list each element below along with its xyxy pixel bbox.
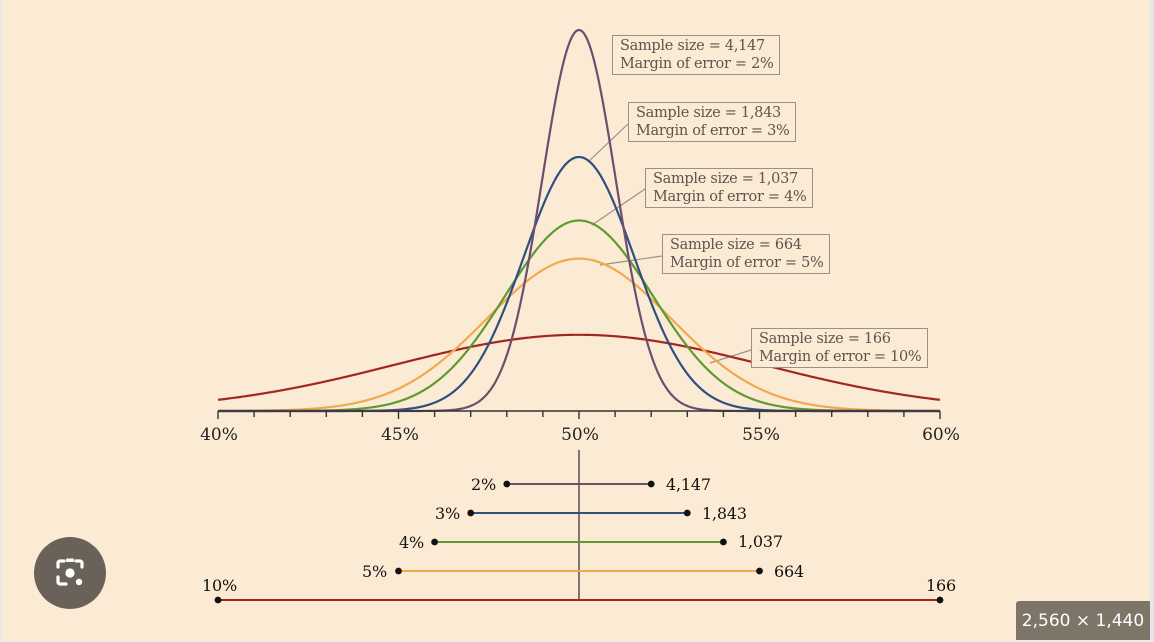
interval-endpoint-dot [467,509,475,517]
interval-endpoint-dot [756,567,763,575]
callout-margin: Margin of error = 10% [759,348,922,365]
callout-margin: Margin of error = 5% [670,254,824,271]
callout-sample-size: Sample size = 4,147 [620,38,765,54]
distribution-curve [217,333,941,401]
callout-sample-size: Sample size = 1,037 [653,171,798,187]
callout-margin: Margin of error = 4% [653,188,807,205]
callout-leader-line [591,188,646,226]
callout-moe-3: Sample size = 1,843 Margin of error = 3% [628,102,797,142]
interval-endpoint-dot [720,538,727,546]
interval-endpoint-dot [214,596,222,604]
x-tick-label: 60% [922,425,960,445]
bar-left-label: 5% [362,562,387,581]
bar-right-label: 664 [774,562,804,581]
callout-sample-size: Sample size = 664 [670,237,802,253]
interval-endpoint-dot [936,596,944,604]
bar-left-label: 4% [399,533,424,552]
distribution-curve [218,257,940,413]
x-tick-label: 40% [200,425,238,445]
callout-moe-5: Sample size = 664 Margin of error = 5% [662,234,831,274]
lens-camera-icon [56,558,84,586]
interval-endpoint-dot [431,538,438,546]
bottom-edge [0,640,1154,642]
distribution-curve [218,219,940,413]
callout-margin: Margin of error = 2% [620,55,774,72]
callout-moe-10: Sample size = 166 Margin of error = 10% [751,328,929,368]
callout-moe-2: Sample size = 4,147 Margin of error = 2% [612,35,781,75]
left-edge [0,0,2,642]
bar-left-label: 2% [471,475,496,494]
x-tick-label: 50% [561,425,599,445]
interval-endpoint-dot [647,480,655,488]
bar-right-label: 1,843 [702,504,747,523]
callout-leader-line [599,255,663,266]
visual-search-lens-button[interactable] [34,537,106,609]
interval-endpoint-dot [503,480,511,488]
interval-endpoint-dot [683,509,691,517]
image-dimensions-badge: 2,560 × 1,440 [1016,601,1150,640]
callout-sample-size: Sample size = 166 [759,331,891,347]
interval-endpoint-dot [395,567,402,575]
bar-right-label: 1,037 [738,532,783,551]
bar-left-label: 10% [202,576,237,595]
distribution-curve [218,155,940,413]
bar-right-label: 166 [926,576,956,595]
x-tick-label: 45% [381,425,419,445]
callout-sample-size: Sample size = 1,843 [636,105,781,121]
x-tick-label: 55% [742,425,780,445]
right-scroll-edge [1150,0,1154,642]
callout-moe-4: Sample size = 1,037 Margin of error = 4% [645,168,814,208]
bar-left-label: 3% [435,504,460,523]
bar-right-label: 4,147 [666,475,711,494]
callout-leader-line [587,123,629,163]
callout-margin: Margin of error = 3% [636,122,790,139]
